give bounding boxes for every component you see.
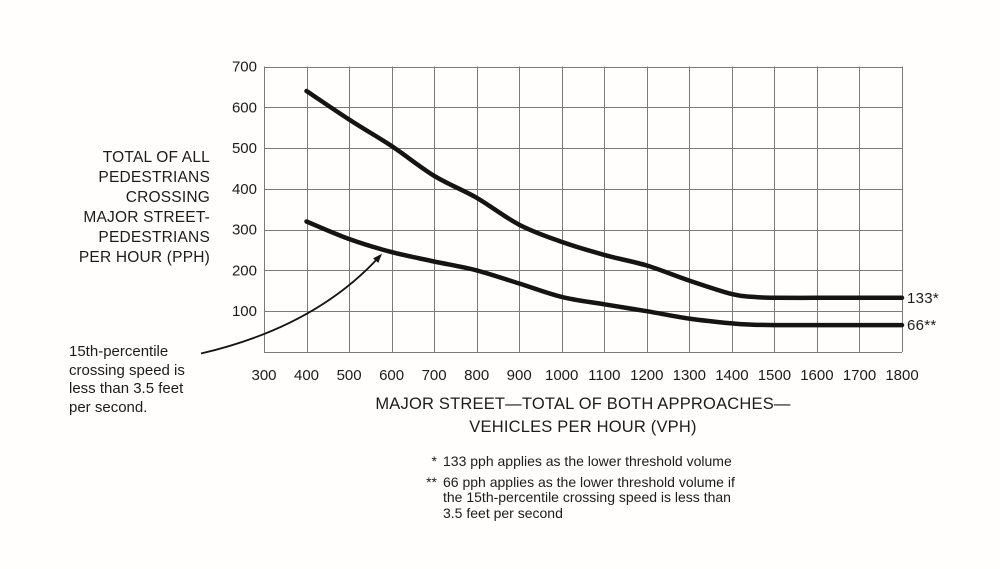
curve-end-label-133: 133* [907,290,940,307]
annotation-arrow [200,253,383,355]
x-tick-label: 1500 [758,367,791,384]
y-tick-label: 300 [232,222,257,239]
warrant-curve-66 [304,219,905,328]
footnote-marker: ** [426,473,437,490]
annotation-line: less than 3.5 feet [69,380,184,397]
x-tick-label: 1400 [715,367,748,384]
footnote-line: 133 pph applies as the lower threshold v… [443,453,732,469]
warrant-curve-133 [304,88,905,301]
x-tick-label: 1000 [545,367,578,384]
footnote-line: the 15th-percentile crossing speed is le… [443,489,731,505]
footnote-text: 66 pph applies as the lower threshold vo… [443,473,735,522]
footnote-66: ** 66 pph applies as the lower threshold… [420,473,735,522]
footnote-marker: * [431,453,437,469]
y-tick-label: 700 [232,59,257,76]
x-tick-label: 800 [464,367,489,384]
x-tick-label: 600 [379,367,404,384]
annotation-line: 15th-percentile [69,343,169,360]
y-tick-label: 200 [232,262,257,279]
y-tick-label: 500 [232,140,257,157]
x-axis-title: MAJOR STREET—TOTAL OF BOTH APPROACHES— V… [264,393,902,439]
footnote-line: 66 pph applies as the lower threshold vo… [443,473,735,490]
footnote-line: 3.5 feet per second [443,504,563,521]
x-tick-label: 700 [422,367,447,384]
x-tick-label: 900 [507,367,532,384]
y-axis-title-line: PER HOUR (PPH) [78,249,210,266]
y-axis-title: TOTAL OF ALL PEDESTRIANS CROSSING MAJOR … [40,148,210,268]
x-tick-label: 1300 [673,367,706,384]
y-axis-title-line: MAJOR STREET- [83,209,210,226]
annotation-line: per second. [69,398,148,416]
y-axis-title-line: CROSSING [125,189,210,206]
x-tick-label: 1800 [885,367,918,384]
warrant-curves [304,88,905,328]
crossing-speed-annotation: 15th-percentile crossing speed is less t… [69,343,209,417]
gridlines [264,66,903,353]
x-axis-title-line: VEHICLES PER HOUR (VPH) [469,418,697,436]
annotation-line: crossing speed is [69,361,185,379]
footnote-133: * 133 pph applies as the lower threshold… [420,453,735,470]
y-axis-title-line: TOTAL OF ALL [102,149,210,166]
x-tick-label: 300 [251,367,276,384]
x-tick-label: 1700 [843,367,876,384]
footnote-text: 133 pph applies as the lower threshold v… [443,453,732,470]
x-tick-label: 1600 [800,367,833,384]
x-tick-label: 400 [294,367,319,384]
x-tick-label: 500 [337,367,362,384]
x-tick-labels: 300 400 500 600 700 800 900 1000 1100 1200 1300 140… [251,367,918,384]
y-axis-title-line: PEDESTRIANS [98,169,210,186]
y-axis-title-line: PEDESTRIANS [98,229,210,246]
y-tick-label: 400 [232,181,257,198]
footnotes: * 133 pph applies as the lower threshold… [420,453,735,526]
x-axis-title-line: MAJOR STREET—TOTAL OF BOTH APPROACHES— [375,395,791,413]
curve-end-label-66: 66** [907,317,937,334]
x-tick-label: 1100 [588,367,620,384]
y-tick-labels: 100 200 300 400 500 600 700 [232,59,257,321]
x-tick-label: 1200 [630,367,663,384]
y-tick-label: 100 [232,303,257,320]
y-tick-label: 600 [232,99,257,116]
